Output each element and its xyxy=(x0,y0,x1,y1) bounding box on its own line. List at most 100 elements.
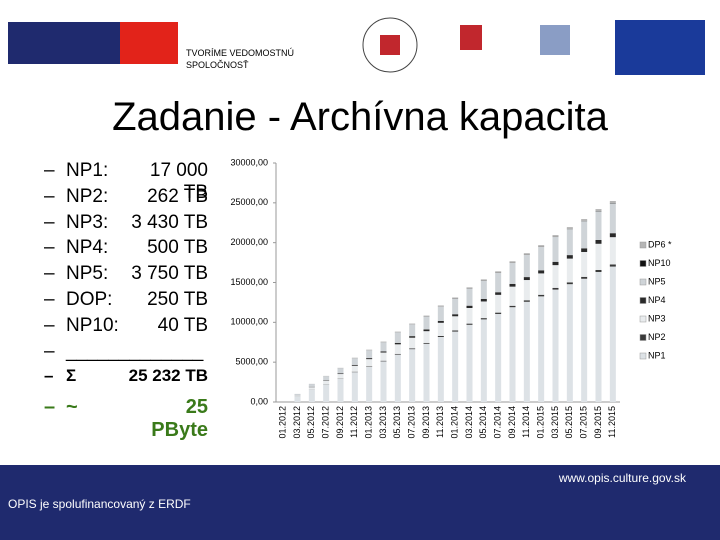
bar-segment xyxy=(394,353,401,355)
bar-segment xyxy=(509,283,516,287)
x-tick-label: 05.2013 xyxy=(392,406,402,439)
bar-segment xyxy=(495,313,502,402)
bar-segment xyxy=(523,280,530,301)
bar-segment xyxy=(351,365,358,372)
bar-segment xyxy=(495,294,502,313)
bar-segment xyxy=(509,307,516,402)
x-tick-label: 09.2013 xyxy=(421,406,431,439)
bar-segment xyxy=(566,284,573,402)
bar-segment xyxy=(437,336,444,402)
legend-swatch xyxy=(639,260,647,267)
bullet-value: 500 TB xyxy=(147,237,208,259)
bar-segment xyxy=(351,364,358,366)
legend-label: NP10 xyxy=(648,258,671,268)
legend-swatch xyxy=(639,241,647,249)
bar-segment xyxy=(595,239,602,244)
x-tick-label: 09.2014 xyxy=(507,406,517,439)
bar-segment xyxy=(380,342,387,352)
bar-segment xyxy=(509,305,516,308)
header-logos xyxy=(8,17,705,75)
y-tick-label: 30000,00 xyxy=(230,157,268,167)
bar-segment xyxy=(523,301,530,402)
bar-segment xyxy=(409,324,416,337)
bullet-item: NP3: 3 430 TB xyxy=(44,212,208,238)
bar-segment xyxy=(538,273,545,295)
legend-swatch xyxy=(639,315,647,323)
bar-segment xyxy=(566,258,573,283)
bar-segment xyxy=(308,387,315,390)
bar-segment xyxy=(552,265,559,288)
opis-logo-red xyxy=(120,22,178,64)
bar-segment xyxy=(495,312,502,314)
bar-segment xyxy=(423,315,430,317)
bar-segment xyxy=(452,297,459,299)
bar-segment xyxy=(423,343,430,402)
footer-note: OPIS je spolufinancovaný z ERDF xyxy=(8,497,191,511)
bar-segment xyxy=(566,255,573,259)
bar-segment xyxy=(538,246,545,271)
bar-segment xyxy=(595,209,602,211)
bar-segment xyxy=(323,380,330,385)
bar-segment xyxy=(480,301,487,319)
bar-segment xyxy=(452,314,459,317)
x-tick-label: 11.2012 xyxy=(349,406,359,438)
y-tick-label: 5000,00 xyxy=(235,357,268,367)
legend-swatch xyxy=(639,334,647,341)
legend-label: DP6 * xyxy=(648,239,672,249)
bullet-item: NP2: 262 TB xyxy=(44,186,208,212)
bullet-item: NP4: 500 TB xyxy=(44,237,208,263)
bar-segment xyxy=(337,368,344,374)
bullet-value: 25 PByte xyxy=(151,396,208,442)
bar-segment xyxy=(466,288,473,306)
bullet-label: NP2: xyxy=(66,185,109,207)
bar-segment xyxy=(337,374,344,379)
bar-segment xyxy=(581,276,588,279)
x-tick-label: 07.2012 xyxy=(321,406,331,439)
x-tick-label: 05.2015 xyxy=(564,406,574,439)
bullet-item: DOP: 250 TB xyxy=(44,289,208,315)
bar-segment xyxy=(366,350,373,359)
bar-segment xyxy=(581,248,588,252)
legend-label: NP2 xyxy=(648,332,666,342)
bar-segment xyxy=(552,235,559,237)
bar-segment xyxy=(466,307,473,324)
bar-segment xyxy=(495,271,502,273)
bar-segment xyxy=(466,305,473,308)
legend-label: NP5 xyxy=(648,276,666,286)
ministry-logo xyxy=(460,25,482,50)
culture-logo xyxy=(540,25,570,55)
bullet-label: DOP: xyxy=(66,288,113,310)
bar-segment xyxy=(523,253,530,255)
x-tick-label: 11.2015 xyxy=(607,406,617,438)
bar-segment xyxy=(423,316,430,330)
bar-segment xyxy=(581,251,588,277)
bar-segment xyxy=(409,336,416,338)
bar-segment xyxy=(523,254,530,278)
footer: www.opis.culture.gov.sk OPIS je spolufin… xyxy=(0,465,720,540)
legend-swatch xyxy=(639,297,647,304)
x-tick-label: 05.2012 xyxy=(306,406,316,439)
y-tick-label: 25000,00 xyxy=(230,197,268,207)
bullet-item: NP5: 3 750 TB xyxy=(44,263,208,289)
bar-segment xyxy=(380,361,387,402)
bar-segment xyxy=(380,360,387,362)
bullet-value: 25 232 TB xyxy=(128,366,208,386)
bar-segment xyxy=(394,331,401,333)
bar-segment xyxy=(566,282,573,285)
bar-segment xyxy=(495,272,502,293)
x-tick-label: 07.2015 xyxy=(579,406,589,439)
y-tick-label: 0,00 xyxy=(250,396,268,406)
bar-segment xyxy=(523,300,530,302)
y-tick-label: 20000,00 xyxy=(230,237,268,247)
x-tick-label: 07.2013 xyxy=(407,406,417,439)
bullet-list: NP1: 17 000 TB NP2: 262 TB NP3: 3 430 TB NP4: 5… xyxy=(44,160,208,442)
bar-segment xyxy=(380,341,387,343)
bar-segment xyxy=(452,330,459,332)
bar-segment xyxy=(452,331,459,402)
bar-segment xyxy=(609,237,616,265)
x-tick-label: 03.2013 xyxy=(378,406,388,439)
legend-swatch xyxy=(639,278,647,286)
x-tick-label: 11.2013 xyxy=(435,406,445,438)
legend-label: NP1 xyxy=(648,350,666,360)
